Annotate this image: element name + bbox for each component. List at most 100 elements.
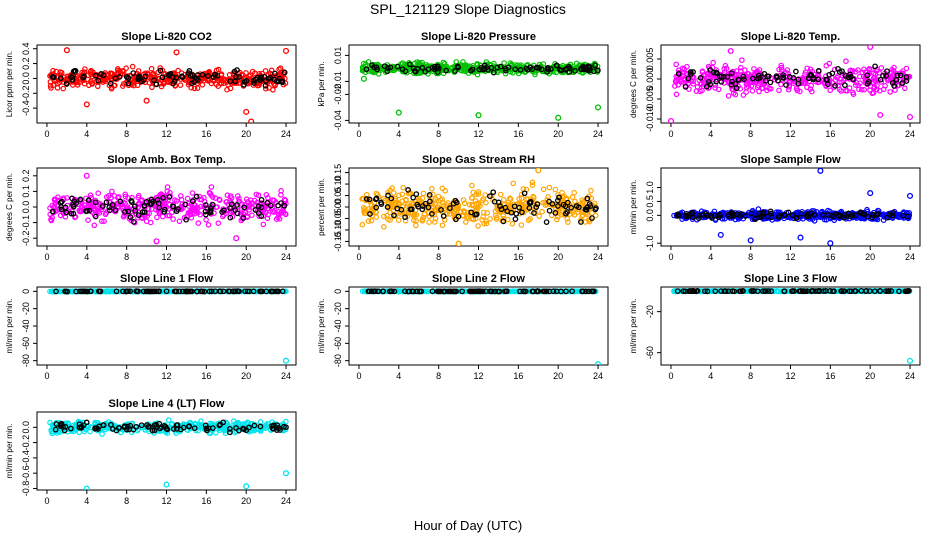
y-tick-label: 1.0 [645,181,655,194]
data-point [380,195,387,202]
y-tick-label: -60 [645,346,655,359]
data-point [268,67,275,74]
outlier-point [243,108,250,115]
data-point [468,209,475,216]
data-point [48,85,54,91]
data-point [410,194,417,201]
data-point [490,69,497,76]
data-point [257,418,264,425]
data-point [178,196,185,203]
x-tick-label: 24 [905,371,915,381]
data-points [667,45,914,123]
data-point [750,75,756,82]
x-tick-label: 20 [241,129,251,139]
data-point [373,204,380,211]
data-points [47,288,290,364]
outlier-point [282,357,290,364]
data-point [794,87,801,94]
data-point [503,288,510,295]
data-point [533,288,540,295]
data-point [899,80,906,87]
data-point [171,78,178,85]
data-point [581,66,588,72]
data-point [208,184,215,190]
data-point [141,209,148,216]
data-point [69,195,75,202]
data-point [593,205,599,211]
data-point [102,288,109,295]
data-point [824,77,830,83]
data-point [815,68,822,74]
data-point [841,288,848,294]
data-point [419,206,426,213]
data-point [894,72,901,79]
y-tick-label: -40 [21,319,31,332]
data-point [546,207,553,214]
data-point [387,187,394,194]
y-tick-label: -0.1 [21,215,31,231]
y-tick-label: 0.000 [645,68,655,91]
data-point [553,216,560,223]
data-point [556,194,562,201]
data-point [438,207,444,213]
x-tick-label: 0 [668,252,673,262]
outlier-point [867,190,874,197]
x-tick-label: 16 [513,252,523,262]
data-point [556,66,563,73]
data-point [498,206,505,213]
x-tick-label: 12 [161,129,171,139]
data-point [479,197,486,204]
data-point [573,203,580,209]
figure-title: SPL_121129 Slope Diagnostics [370,1,566,17]
data-point [435,204,441,210]
data-point [82,288,89,295]
data-point [588,288,595,295]
y-axis-label: degrees C per min. [629,50,638,118]
data-point [529,182,536,188]
y-tick-label: 0.15 [333,164,343,182]
data-point [127,214,134,220]
data-point [835,82,841,89]
data-point [811,212,818,218]
x-tick-label: 8 [436,252,441,262]
data-point [741,76,747,82]
data-point [544,65,551,71]
data-point [215,83,222,90]
data-point [203,217,209,223]
data-point [589,215,595,221]
y-tick-label: -20 [21,302,31,315]
data-point [721,288,728,295]
data-point [507,196,514,203]
data-point [384,212,390,219]
data-point [855,67,861,73]
data-point [533,204,540,210]
data-point [68,210,75,217]
data-point [431,63,438,70]
outlier-point [906,192,914,199]
data-point [546,198,552,205]
data-point [439,222,446,229]
data-point [850,91,857,98]
data-point [431,219,438,225]
data-point [234,67,240,73]
data-point [100,79,106,85]
data-point [589,210,595,216]
data-point [560,201,567,208]
data-point [234,210,241,217]
x-tick-label: 4 [396,252,401,262]
data-point [363,66,370,73]
data-point [446,211,453,217]
data-point [87,204,94,211]
data-point [767,208,774,215]
data-point [241,81,247,88]
data-point [202,208,209,215]
data-point [154,196,161,203]
panel-title: Slope Line 3 Flow [744,273,837,285]
data-point [756,214,763,221]
data-point [217,288,223,295]
y-axis-label: Licor ppm per min. [5,51,14,117]
data-point [475,191,482,197]
panel-title: Slope Li-820 CO2 [121,31,211,43]
data-point [201,288,208,295]
